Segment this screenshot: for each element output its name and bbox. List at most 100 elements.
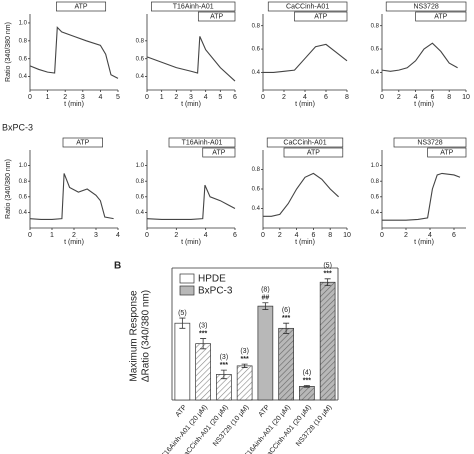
x-axis-label: t (min) — [295, 101, 315, 108]
x-tick-label: 8 — [345, 94, 349, 101]
x-tick-label: 0 — [145, 232, 149, 239]
stimulus-label: ATP — [210, 14, 223, 21]
x-tick-label: 2 — [404, 232, 408, 239]
x-axis-label: t (min) — [181, 101, 201, 108]
stimulus-label: ATP — [307, 150, 320, 157]
y-tick-label: 0.4 — [136, 74, 145, 80]
stimulus-label: ATP — [440, 150, 453, 157]
n-label: (4) — [303, 369, 312, 376]
x-axis-label: t (min) — [64, 101, 84, 108]
significance-label: *** — [220, 362, 228, 369]
x-tick-label: 0 — [145, 94, 149, 101]
x-tick-label: 3 — [189, 94, 193, 101]
x-tick-label: 2 — [174, 94, 178, 101]
error-bar — [200, 338, 207, 350]
x-tick-label: 0 — [261, 94, 265, 101]
significance-label: ## — [261, 295, 269, 302]
x-tick-label: 2 — [397, 94, 401, 101]
n-label: (3) — [240, 348, 249, 355]
x-tick-label: 6 — [311, 232, 315, 239]
stimulus-label: CaCCinh-A01 — [286, 4, 329, 11]
x-tick-label: 2 — [278, 232, 282, 239]
x-tick-label: 0 — [380, 232, 384, 239]
x-tick-label: 0 — [380, 94, 384, 101]
x-tick-label: 6 — [430, 94, 434, 101]
significance-label: *** — [199, 330, 207, 337]
bar — [278, 327, 294, 401]
y-tick-label: 1.0 — [136, 163, 145, 169]
y-tick-label: 0.4 — [252, 70, 261, 76]
x-tick-label: 6 — [233, 94, 237, 101]
y-tick-label: 0.6 — [371, 194, 380, 200]
x-tick-label: 2 — [174, 232, 178, 239]
n-label: (5) — [323, 263, 332, 270]
n-label: (5) — [178, 310, 187, 317]
legend-label: HPDE — [198, 274, 226, 285]
bar — [299, 385, 315, 401]
stimulus-bar — [197, 11, 236, 22]
error-bar — [241, 363, 248, 368]
stimulus-label: ATP — [314, 14, 327, 21]
bar — [319, 281, 336, 401]
y-tick-label: 0.4 — [371, 210, 380, 216]
legend-swatch — [179, 285, 195, 296]
error-bar — [262, 302, 269, 310]
x-tick-label: 6 — [233, 232, 237, 239]
y-tick-label: 0.8 — [136, 179, 145, 185]
y-tick-label: 1.0 — [19, 163, 28, 169]
stimulus-bar — [393, 137, 467, 148]
y-tick-label: 0.8 — [19, 38, 28, 44]
error-bar — [303, 385, 310, 388]
x-tick-label: 8 — [447, 94, 451, 101]
stimulus-label: T16Ainh-A01 — [173, 4, 214, 11]
significance-label: *** — [303, 377, 311, 384]
y-tick-label: 0.8 — [136, 38, 145, 44]
x-tick-label: ATP — [175, 404, 189, 419]
bar — [257, 305, 274, 401]
legend-label: BxPC-3 — [198, 286, 233, 297]
x-tick-label: 5 — [116, 94, 120, 101]
stimulus-label: T16Ainh-A01 — [182, 140, 223, 147]
stimulus-bar — [427, 147, 467, 158]
error-bar — [283, 322, 290, 334]
x-tick-label: 6 — [452, 232, 456, 239]
significance-label: *** — [282, 315, 290, 322]
trace — [29, 173, 114, 220]
x-tick-label: ATP — [258, 404, 272, 419]
y-tick-label: 0.6 — [136, 56, 145, 62]
y-tick-label: 0.6 — [19, 194, 28, 200]
stimulus-label: ATP — [76, 140, 89, 147]
x-tick-label: 0 — [261, 232, 265, 239]
y-tick-label: 0.4 — [19, 210, 28, 216]
error-bar — [324, 278, 331, 287]
x-tick-label: 4 — [295, 232, 299, 239]
trace — [146, 184, 236, 220]
x-tick-label: 1 — [50, 232, 54, 239]
significance-label: *** — [241, 356, 249, 363]
n-label: (3) — [199, 322, 208, 329]
stimulus-bar — [151, 1, 236, 12]
y-tick-label: 0.4 — [371, 70, 380, 76]
legend-swatch — [179, 273, 195, 284]
y-tick-label: 0.8 — [252, 23, 261, 29]
y-tick-label: 1.0 — [371, 163, 380, 169]
y-tick-label: 0.4 — [19, 74, 28, 80]
x-tick-label: 3 — [94, 232, 98, 239]
y-tick-label: 0.8 — [371, 179, 380, 185]
x-tick-label: 1 — [46, 94, 50, 101]
y-tick-label: 0.8 — [19, 179, 28, 185]
row-label: BxPC-3 — [2, 122, 33, 132]
bar — [195, 343, 211, 401]
x-tick-label: 4 — [116, 232, 120, 239]
stimulus-bar — [56, 1, 107, 12]
stimulus-bar — [267, 1, 348, 12]
x-tick-label: 10 — [462, 94, 470, 101]
x-tick-label: 0 — [28, 232, 32, 239]
x-tick-label: 1 — [160, 94, 164, 101]
stimulus-label: ATP — [434, 14, 447, 21]
y-tick-label: 0.6 — [136, 194, 145, 200]
x-tick-label: 10 — [343, 232, 351, 239]
x-axis-label: t (min) — [414, 239, 434, 246]
stimulus-label: ATP — [74, 4, 87, 11]
